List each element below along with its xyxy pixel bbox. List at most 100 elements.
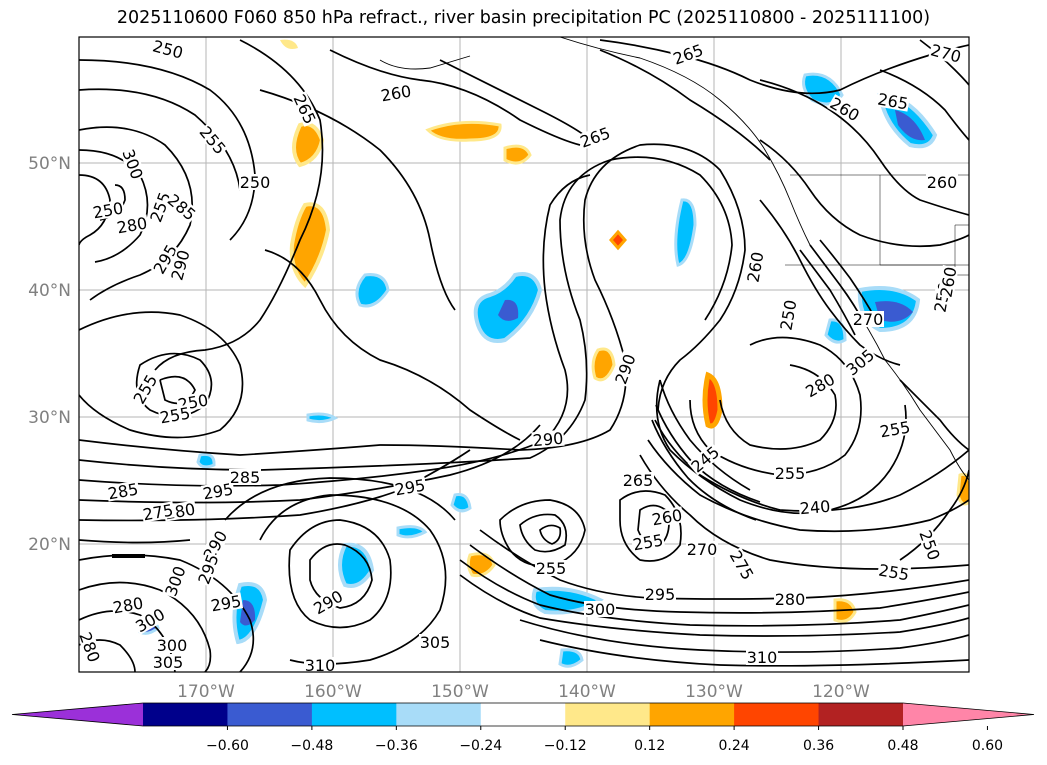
contour-label-bg [168, 247, 192, 283]
contour-line [659, 379, 751, 491]
colorbar-tick-label: 0.12 [634, 738, 665, 754]
map-frame [78, 36, 970, 673]
precip-positive-area [289, 202, 331, 289]
colorbar-extend-low [12, 703, 143, 726]
contour-line [79, 156, 733, 471]
contour-label: 240 [799, 497, 831, 519]
contour-label: 305 [420, 633, 451, 652]
contour-label-bg [77, 629, 103, 665]
contour-line [439, 59, 591, 141]
contour-label: 270 [853, 310, 884, 329]
contour-line [539, 524, 562, 545]
contour-line [329, 49, 581, 146]
contour-line [158, 375, 196, 405]
contour-line [651, 419, 757, 521]
contour-line [499, 499, 586, 567]
lon-label-170w: 170°W [177, 682, 235, 702]
contour-label: 250 [240, 173, 271, 192]
contour-line [79, 424, 541, 504]
contour-label-bg [670, 41, 706, 67]
contour-label-bg [290, 91, 320, 127]
contour-label-bg [727, 547, 757, 583]
contour-label-bg [686, 541, 718, 557]
contour-label-bg [110, 594, 146, 616]
contour-line [519, 513, 568, 553]
contour-label-bg [130, 371, 160, 407]
gridlines [79, 37, 969, 672]
contour-label-bg [196, 122, 230, 158]
contour-label-bg [132, 605, 168, 635]
contour-label: 270 [687, 540, 718, 559]
contour-label-bg [687, 442, 723, 476]
contour-line [79, 311, 244, 439]
colorbar-outline [11, 702, 1035, 727]
contour-label-bg [200, 480, 236, 502]
contour-label-bg [531, 429, 565, 449]
colorbar-segment [480, 703, 566, 726]
contour-label-bg [630, 531, 666, 553]
contour-line [459, 574, 969, 637]
contour-label-bg [239, 174, 271, 190]
contour-label-bg [875, 90, 911, 112]
precip-negative-area [674, 198, 697, 267]
contour-label-bg [90, 199, 126, 221]
contour-label: 265 [623, 471, 654, 490]
precip-negative-area [196, 453, 216, 469]
contour-line [79, 143, 746, 456]
contour-label: 280 [775, 590, 806, 609]
contour-label-bg [535, 560, 567, 576]
colorbar-segment [227, 703, 313, 726]
contour-line [288, 519, 392, 629]
contour-label-bg [105, 480, 141, 502]
precip-positive-area [425, 120, 502, 142]
colorbar-segment [311, 703, 397, 726]
contour-line [655, 379, 907, 515]
contour-line [154, 39, 324, 371]
contour-label-bg [114, 214, 150, 236]
colorbar-tick-label: −0.60 [206, 738, 249, 754]
contour-line [264, 249, 521, 441]
colorbar-tick-label: −0.48 [290, 738, 333, 754]
lat-label-20n: 20°N [28, 535, 71, 555]
precip-negative-area [396, 525, 428, 539]
contour-label-bg [937, 264, 959, 300]
lon-label-150w: 150°W [431, 682, 489, 702]
contour-label: 285 [230, 468, 261, 487]
contour-line [879, 69, 969, 141]
contour-label-bg [150, 37, 186, 61]
contour-label-bg [746, 649, 778, 665]
aleutian-islands [379, 55, 471, 70]
contour-label-bg [876, 561, 912, 583]
contour-line [469, 544, 969, 614]
contour-line [224, 477, 456, 521]
precip-negative-area [338, 542, 375, 588]
contour-label-bg [827, 94, 863, 124]
lon-label-120w: 120°W [812, 682, 870, 702]
contour-label-bg [926, 174, 958, 190]
contour-line [899, 379, 969, 451]
contour-label-bg [802, 370, 838, 400]
precip-negative-area [355, 273, 390, 308]
precip-negative-area [895, 110, 925, 141]
colorbar-tick-label: −0.12 [544, 738, 587, 754]
contour-label-bg [584, 601, 616, 617]
contour-label-bg [917, 527, 943, 563]
contour-line [799, 249, 856, 336]
colorbar-segment [649, 703, 735, 726]
precip-positive-area [292, 122, 325, 168]
contour-line [79, 539, 191, 544]
colorbar-segment [734, 703, 820, 726]
contour-label-bg [774, 591, 806, 607]
precip-positive-area [702, 371, 723, 429]
lat-label-40n: 40°N [28, 281, 71, 301]
contour-line [539, 639, 969, 667]
contour-label: 255 [536, 559, 567, 578]
precip-positive-area [609, 229, 627, 251]
precip-negative-area [875, 301, 913, 322]
contour-label: 305 [153, 653, 184, 672]
map-title: 2025110600 F060 850 hPa refract., river … [116, 8, 931, 28]
colorbar-extend-high [903, 703, 1034, 726]
precip-negative-area [824, 318, 847, 344]
contour-label-bg [774, 465, 806, 481]
